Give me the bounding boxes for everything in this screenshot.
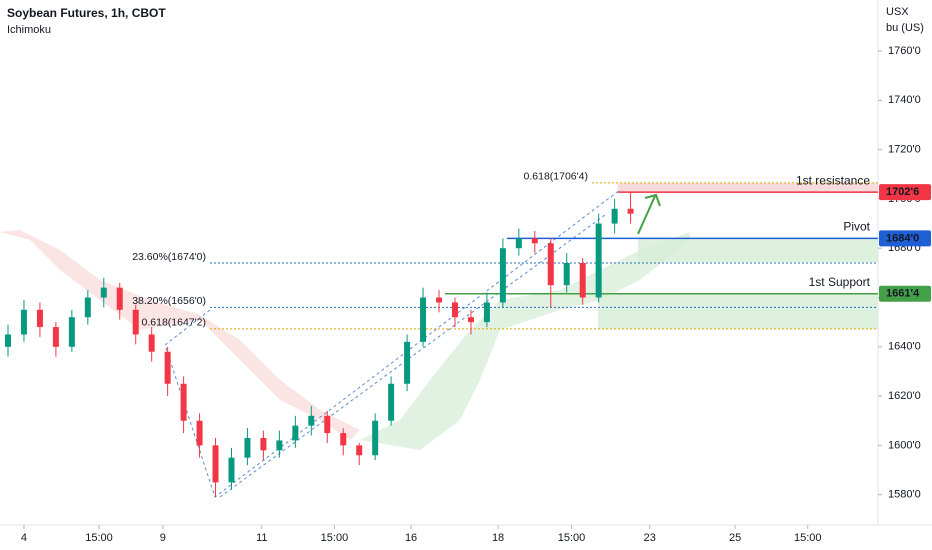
candle-body bbox=[531, 238, 538, 244]
price-badge bbox=[879, 285, 931, 302]
candle-body bbox=[547, 243, 554, 286]
candle-body bbox=[244, 437, 251, 458]
candle-body bbox=[212, 445, 219, 483]
candle-body bbox=[483, 302, 490, 323]
candle-body bbox=[404, 341, 411, 384]
level-name: 1st Support bbox=[809, 275, 871, 289]
candle-body bbox=[563, 262, 570, 286]
ichimoku-cloud-green bbox=[360, 232, 690, 450]
candle-body bbox=[627, 208, 634, 214]
price-badge-label: 1661'4 bbox=[886, 288, 920, 300]
candle-body bbox=[499, 248, 506, 303]
unit: USX bbox=[886, 6, 909, 18]
chart-title: Soybean Futures, 1h, CBOT bbox=[7, 6, 166, 20]
x-tick-label: 23 bbox=[644, 532, 656, 544]
candle-body bbox=[228, 457, 235, 483]
candle-body bbox=[340, 433, 347, 446]
candle-body bbox=[579, 262, 586, 298]
y-tick-label: 1600'0 bbox=[888, 439, 921, 451]
x-tick-label: 16 bbox=[405, 532, 417, 544]
candle-body bbox=[467, 317, 474, 323]
candle-body bbox=[436, 297, 443, 303]
price-badge-label: 1702'6 bbox=[886, 186, 919, 198]
fib-label: 38.20%(1656'0) bbox=[132, 295, 206, 307]
resistance-zone bbox=[618, 183, 878, 193]
x-tick-label: 4 bbox=[21, 532, 27, 544]
candle-body bbox=[611, 208, 618, 224]
fib-label: 23.60%(1674'0) bbox=[132, 251, 206, 263]
support-zone bbox=[598, 294, 878, 329]
candle-body bbox=[196, 420, 203, 446]
candle-body bbox=[20, 309, 27, 335]
candle-body bbox=[52, 327, 59, 347]
fib-label: 0.618(1706'4) bbox=[524, 171, 588, 183]
price-badge bbox=[879, 184, 931, 201]
indicator-name: Ichimoku bbox=[7, 24, 51, 36]
x-tick-label: 18 bbox=[492, 532, 504, 544]
y-tick-label: 1580'0 bbox=[888, 489, 921, 501]
candle-body bbox=[420, 297, 427, 342]
candle-body bbox=[356, 445, 363, 456]
candle-body bbox=[148, 334, 155, 352]
x-tick-label: 15:00 bbox=[558, 532, 586, 544]
fib-trendline bbox=[164, 189, 621, 498]
candle-body bbox=[84, 297, 91, 318]
candle-body bbox=[68, 317, 75, 347]
x-tick-label: 15:00 bbox=[321, 532, 349, 544]
candle-body bbox=[324, 415, 331, 434]
candle-body bbox=[116, 287, 123, 310]
candle-body bbox=[180, 383, 187, 421]
x-tick-label: 25 bbox=[729, 532, 741, 544]
y-tick-label: 1620'0 bbox=[888, 390, 921, 402]
x-tick-label: 15:00 bbox=[85, 532, 113, 544]
candle-body bbox=[451, 302, 458, 318]
price-badge bbox=[879, 230, 931, 247]
x-tick-label: 15:00 bbox=[794, 532, 822, 544]
candle-body bbox=[388, 383, 395, 421]
candle-body bbox=[292, 425, 299, 441]
pivot-zone bbox=[638, 238, 878, 262]
candle-body bbox=[132, 309, 139, 335]
fib-label: 0.618(1647'2) bbox=[142, 317, 206, 329]
candle-body bbox=[372, 420, 379, 456]
level-name: 1st resistance bbox=[796, 173, 870, 187]
fib-trendline bbox=[219, 214, 606, 498]
candle-body bbox=[595, 223, 602, 298]
y-tick-label: 1720'0 bbox=[888, 144, 921, 156]
candle-body bbox=[5, 334, 11, 347]
x-tick-label: 9 bbox=[160, 532, 166, 544]
candle-body bbox=[100, 287, 107, 298]
candle-body bbox=[164, 351, 171, 384]
candle-body bbox=[276, 440, 283, 451]
candle-body bbox=[36, 309, 43, 328]
arrow bbox=[637, 193, 661, 235]
y-tick-label: 1760'0 bbox=[888, 45, 921, 57]
ichimoku-cloud-red bbox=[0, 230, 360, 440]
price-badge-label: 1684'0 bbox=[886, 232, 919, 244]
y-tick-label: 1740'0 bbox=[888, 94, 921, 106]
x-tick-label: 11 bbox=[256, 532, 267, 544]
unit: bu (US) bbox=[886, 22, 924, 34]
candle-body bbox=[260, 437, 267, 451]
candle-body bbox=[515, 238, 522, 249]
level-name: Pivot bbox=[843, 220, 870, 234]
y-tick-label: 1640'0 bbox=[888, 341, 921, 353]
candle-body bbox=[308, 415, 315, 426]
